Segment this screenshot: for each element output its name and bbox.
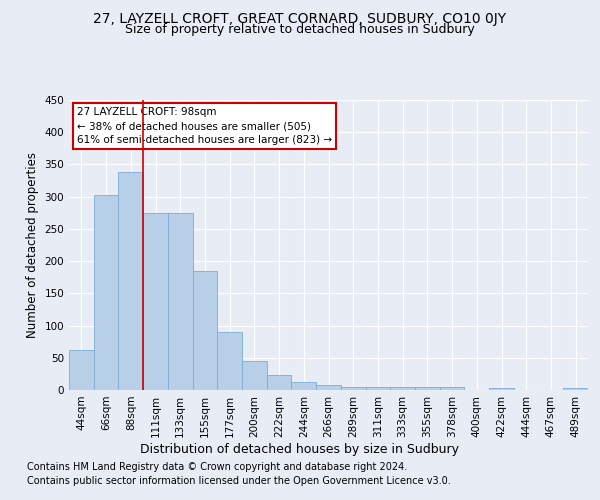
Bar xyxy=(69,350,94,390)
Text: 27, LAYZELL CROFT, GREAT CORNARD, SUDBURY, CO10 0JY: 27, LAYZELL CROFT, GREAT CORNARD, SUDBUR… xyxy=(94,12,506,26)
Bar xyxy=(143,213,168,390)
Bar xyxy=(341,387,365,390)
Bar xyxy=(365,387,390,390)
Bar xyxy=(489,388,514,390)
Bar xyxy=(267,375,292,390)
Bar xyxy=(415,388,440,390)
Text: Distribution of detached houses by size in Sudbury: Distribution of detached houses by size … xyxy=(140,442,460,456)
Bar xyxy=(217,332,242,390)
Bar xyxy=(168,213,193,390)
Bar xyxy=(563,388,588,390)
Text: Contains public sector information licensed under the Open Government Licence v3: Contains public sector information licen… xyxy=(27,476,451,486)
Bar xyxy=(193,271,217,390)
Text: 27 LAYZELL CROFT: 98sqm
← 38% of detached houses are smaller (505)
61% of semi-d: 27 LAYZELL CROFT: 98sqm ← 38% of detache… xyxy=(77,108,332,146)
Bar xyxy=(316,386,341,390)
Bar xyxy=(242,361,267,390)
Bar xyxy=(292,382,316,390)
Bar xyxy=(94,194,118,390)
Y-axis label: Number of detached properties: Number of detached properties xyxy=(26,152,39,338)
Bar xyxy=(440,388,464,390)
Bar xyxy=(118,172,143,390)
Bar xyxy=(390,387,415,390)
Text: Size of property relative to detached houses in Sudbury: Size of property relative to detached ho… xyxy=(125,22,475,36)
Text: Contains HM Land Registry data © Crown copyright and database right 2024.: Contains HM Land Registry data © Crown c… xyxy=(27,462,407,472)
